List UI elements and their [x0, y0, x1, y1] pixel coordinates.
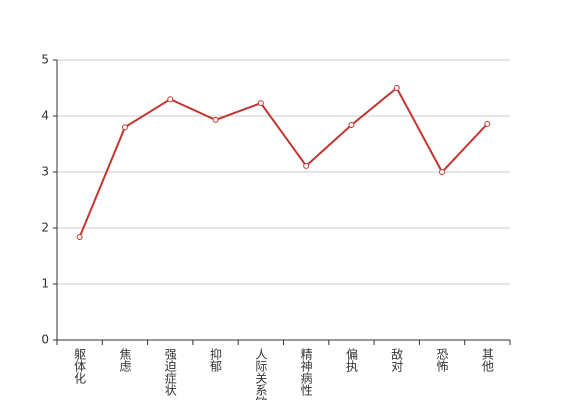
point [257, 100, 264, 107]
x-tick-label: 焦虑 [118, 348, 132, 372]
x-tick-label: 敌对 [390, 347, 404, 372]
point [76, 233, 83, 240]
point [439, 169, 446, 175]
x-tick-label: 强迫症状 [163, 348, 177, 396]
point [484, 120, 491, 127]
x-tick-label: 人际关系敏感 [254, 348, 268, 400]
x-tick-label: 躯体化 [73, 347, 87, 385]
x-tick-label: 恐怖 [435, 348, 449, 372]
point [121, 124, 128, 131]
y-tick-label: 3 [41, 165, 49, 179]
y-tick-label: 0 [41, 333, 49, 347]
x-tick-label: 抑郁 [209, 347, 223, 373]
x-tick-label: 其他 [480, 348, 494, 372]
x-tick-label: 精神病性 [299, 348, 313, 397]
y-tick-label: 4 [41, 109, 49, 123]
y-tick-label: 5 [41, 53, 49, 67]
point [393, 85, 400, 91]
y-tick-label: 2 [41, 221, 49, 235]
y-tick-label: 1 [41, 277, 49, 291]
point [212, 116, 219, 123]
line [78, 86, 489, 238]
point [167, 96, 174, 103]
point [303, 162, 310, 169]
x-tick-label: 偏执 [344, 347, 358, 373]
point [348, 121, 355, 128]
